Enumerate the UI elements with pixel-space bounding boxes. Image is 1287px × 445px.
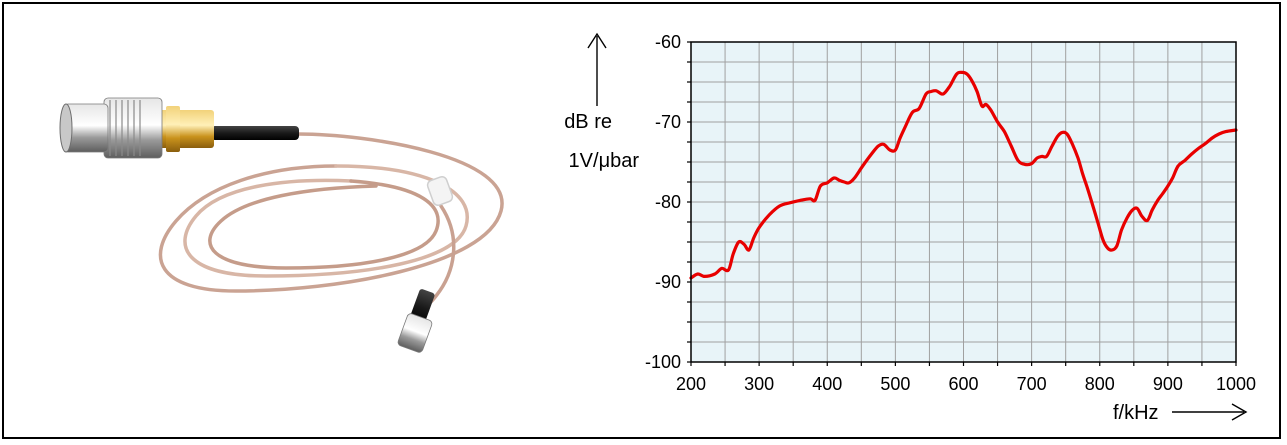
hydrophone-head <box>397 313 433 353</box>
chart-canvas: 200 300 400 500 600 700 800 900 1000 -60 -70 -80 -9… <box>564 32 1256 424</box>
x-tick-labels: 200 300 400 500 600 700 800 900 1000 <box>676 374 1256 394</box>
heat-shrink <box>211 126 299 140</box>
x-tick-label: 400 <box>812 374 842 394</box>
x-tick-label: 200 <box>676 374 706 394</box>
bnc-body <box>103 97 163 159</box>
x-tick-label: 1000 <box>1216 374 1256 394</box>
sma-connector <box>156 110 214 148</box>
x-axis-arrow-icon <box>1172 403 1248 421</box>
y-tick-label: -70 <box>655 112 681 132</box>
x-tick-label: 500 <box>880 374 910 394</box>
cable-loop-outer <box>158 132 504 293</box>
x-tick-label: 700 <box>1017 374 1047 394</box>
x-tick-label: 800 <box>1085 374 1115 394</box>
grid <box>691 42 1236 362</box>
x-tick-label: 300 <box>744 374 774 394</box>
x-tick-label: 600 <box>948 374 978 394</box>
cable-loop-middle <box>183 164 469 278</box>
y-axis-label-line2: 1V/μbar <box>569 150 640 172</box>
cable-tie <box>426 176 454 206</box>
y-axis-arrow-icon <box>587 32 607 106</box>
plot-border <box>690 41 1237 363</box>
y-tick-label: -80 <box>655 192 681 212</box>
hydrophone-cable-illustration <box>59 97 504 353</box>
y-tick-labels: -60 -70 -80 -90 -100 <box>645 32 681 372</box>
y-tick-label: -90 <box>655 272 681 292</box>
y-axis-label-line1: dB re <box>564 111 612 133</box>
y-tick-label: -100 <box>645 352 681 372</box>
x-tick-label: 900 <box>1153 374 1183 394</box>
series-line <box>689 70 1238 280</box>
cable-photo <box>6 6 516 426</box>
y-tick-label: -60 <box>655 32 681 52</box>
cable-loop-inner <box>208 179 440 270</box>
x-axis-label: f/kHz <box>1113 402 1159 424</box>
response-chart: 200 300 400 500 600 700 800 900 1000 -60 -70 -80 -9… <box>520 6 1280 438</box>
